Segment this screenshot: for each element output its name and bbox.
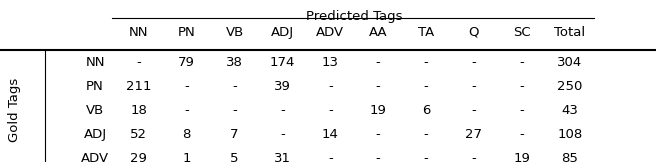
Text: PN: PN — [178, 26, 195, 39]
Text: ADV: ADV — [81, 152, 109, 162]
Text: NN: NN — [129, 26, 148, 39]
Text: Predicted Tags: Predicted Tags — [306, 10, 403, 23]
Text: 27: 27 — [466, 128, 482, 141]
Text: 7: 7 — [230, 128, 239, 141]
Text: 250: 250 — [557, 80, 583, 93]
Text: -: - — [424, 80, 428, 93]
Text: -: - — [376, 80, 380, 93]
Text: 39: 39 — [274, 80, 291, 93]
Text: 79: 79 — [178, 56, 195, 69]
Text: -: - — [280, 128, 285, 141]
Text: NN: NN — [85, 56, 105, 69]
Text: 19: 19 — [370, 104, 386, 117]
Text: 304: 304 — [557, 56, 583, 69]
Text: 211: 211 — [126, 80, 152, 93]
Text: 18: 18 — [131, 104, 147, 117]
Text: -: - — [520, 104, 524, 117]
Text: 43: 43 — [562, 104, 578, 117]
Text: -: - — [280, 104, 285, 117]
Text: 29: 29 — [131, 152, 147, 162]
Text: 13: 13 — [322, 56, 338, 69]
Text: Total: Total — [554, 26, 585, 39]
Text: AA: AA — [369, 26, 388, 39]
Text: 38: 38 — [226, 56, 243, 69]
Text: -: - — [184, 104, 189, 117]
Text: -: - — [424, 152, 428, 162]
Text: -: - — [328, 80, 333, 93]
Text: VB: VB — [86, 104, 104, 117]
Text: 31: 31 — [274, 152, 291, 162]
Text: TA: TA — [418, 26, 434, 39]
Text: -: - — [520, 80, 524, 93]
Text: -: - — [472, 104, 476, 117]
Text: -: - — [232, 104, 237, 117]
Text: VB: VB — [226, 26, 243, 39]
Text: 8: 8 — [182, 128, 191, 141]
Text: -: - — [232, 80, 237, 93]
Text: -: - — [376, 128, 380, 141]
Text: 52: 52 — [131, 128, 147, 141]
Text: 6: 6 — [422, 104, 430, 117]
Text: -: - — [376, 152, 380, 162]
Text: PN: PN — [86, 80, 104, 93]
Text: 1: 1 — [182, 152, 191, 162]
Text: 174: 174 — [270, 56, 295, 69]
Text: -: - — [472, 56, 476, 69]
Text: -: - — [424, 128, 428, 141]
Text: 85: 85 — [562, 152, 578, 162]
Text: 5: 5 — [230, 152, 239, 162]
Text: -: - — [184, 80, 189, 93]
Text: -: - — [328, 152, 333, 162]
Text: 14: 14 — [322, 128, 338, 141]
Text: ADV: ADV — [316, 26, 344, 39]
Text: Q: Q — [468, 26, 480, 39]
Text: ADJ: ADJ — [83, 128, 107, 141]
Text: Gold Tags: Gold Tags — [8, 78, 21, 142]
Text: -: - — [136, 56, 141, 69]
Text: -: - — [328, 104, 333, 117]
Text: 19: 19 — [514, 152, 530, 162]
Text: -: - — [472, 152, 476, 162]
Text: -: - — [520, 56, 524, 69]
Text: SC: SC — [513, 26, 531, 39]
Text: -: - — [424, 56, 428, 69]
Text: ADJ: ADJ — [271, 26, 294, 39]
Text: 108: 108 — [557, 128, 583, 141]
Text: -: - — [472, 80, 476, 93]
Text: -: - — [520, 128, 524, 141]
Text: -: - — [376, 56, 380, 69]
